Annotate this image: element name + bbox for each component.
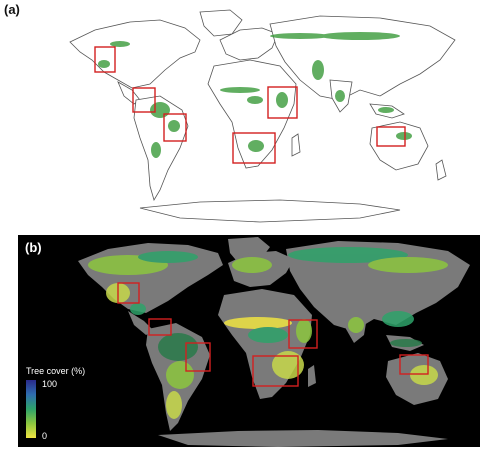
region-box-brazil-b [185,342,211,372]
region-box-mexico-b [117,282,140,304]
central-america-b [128,311,154,335]
region-box-australia-a [376,126,406,147]
region-box-brazil-a [163,113,187,142]
region-box-east-africa-a [267,86,298,119]
panel-b-label: (b) [25,240,42,255]
antarctica [139,199,401,223]
region-box-venezuela-b [148,318,172,336]
study-region-boxes-b [117,282,429,387]
outline-world-map [69,9,456,223]
panel-b-tree-cover-map: Tree cover (%) 100 0 [18,235,480,447]
region-box-southern-africa-a [232,132,276,164]
region-box-southern-africa-b [252,355,299,387]
madagascar [291,133,301,157]
north-america [69,19,201,89]
study-region-boxes-a [94,46,406,164]
asia [269,15,456,101]
region-box-australia-b [399,354,429,375]
europe [219,27,279,61]
panel-a-label: (a) [4,2,20,17]
tree-cover-shading [88,247,448,419]
new-zealand [435,159,447,181]
legend-max-label: 100 [42,379,58,389]
madagascar-b [308,365,316,387]
legend-title: Tree cover (%) [26,366,86,376]
tree-cover-world-map [78,237,470,447]
region-box-east-africa-b [288,319,318,349]
region-box-venezuela-a [132,87,156,113]
panel-a-outline-map: (a) [4,2,456,223]
legend-min-label: 0 [42,431,48,441]
legend-color-bar [26,380,36,438]
antarctica-b [158,430,448,447]
africa [207,59,297,169]
region-box-mexico-a [94,46,116,73]
